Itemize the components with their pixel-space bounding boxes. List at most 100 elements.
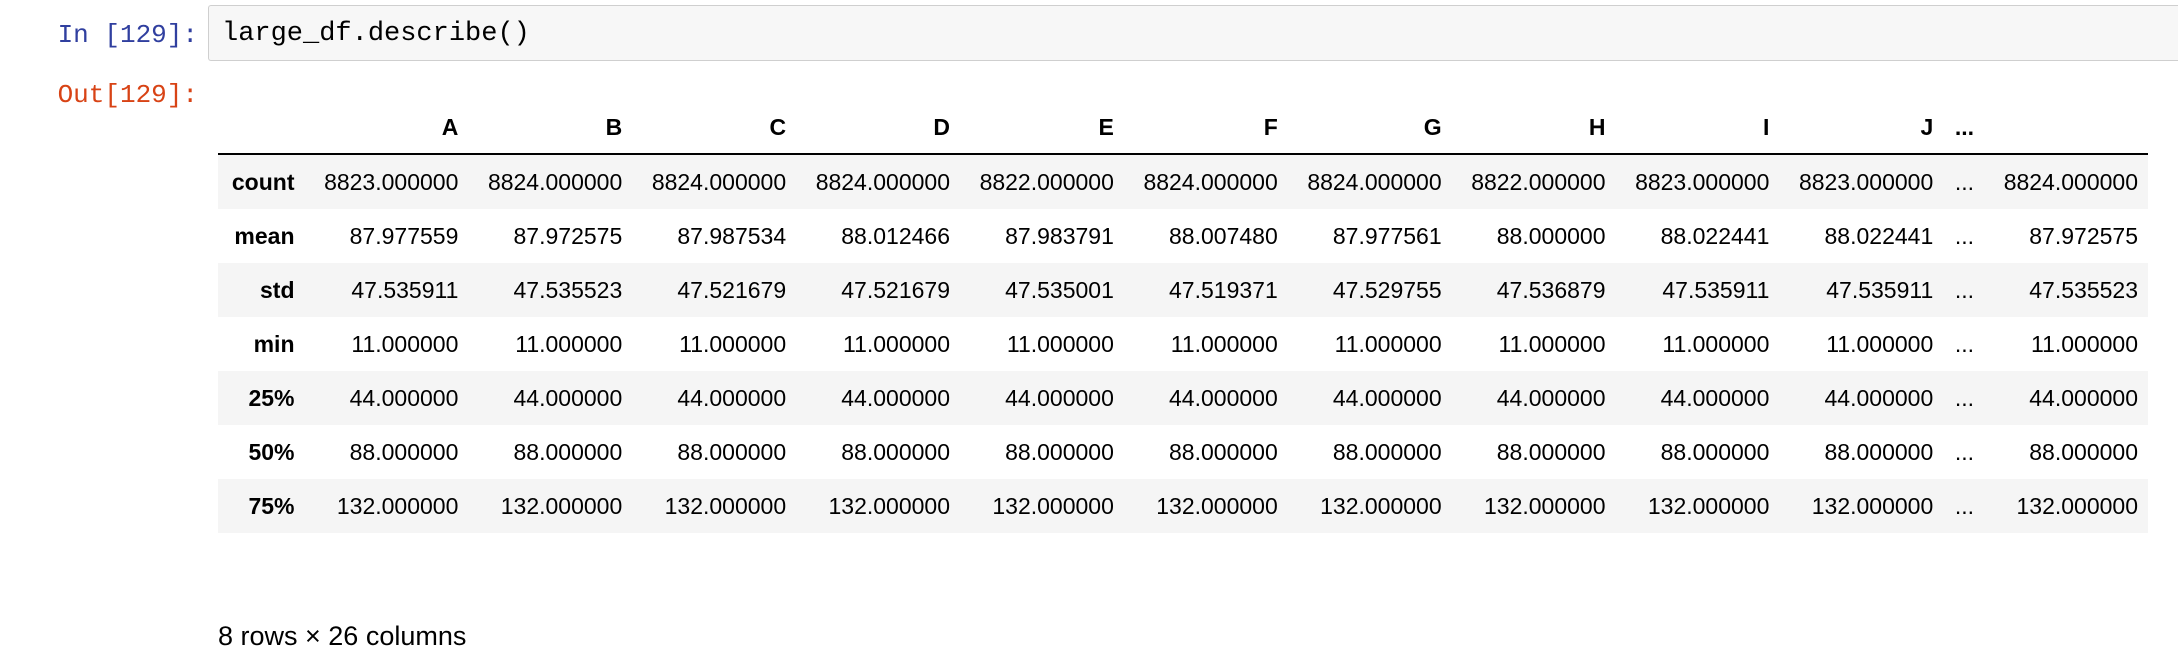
table-cell: 88.000000 [349, 438, 459, 465]
table-cell: 165.000000 [1779, 533, 1943, 540]
table-cell: 47.535523 [2029, 276, 2138, 303]
table-cell: 47.521679 [841, 276, 950, 303]
table-cell: 8824.000000 [487, 168, 623, 195]
table-cell: 47.535911 [1826, 276, 1934, 303]
table-cell: 87.972575 [513, 222, 623, 249]
table-cell: 11.000000 [515, 330, 623, 357]
table-cell: 165.000000 [305, 533, 469, 540]
table-cell: 87.987534 [677, 222, 787, 249]
table-cell: 132.000000 [992, 492, 1114, 519]
row-label: 50% [248, 438, 295, 465]
table-cell: 8824.000000 [815, 168, 950, 195]
table-cell: 88.000000 [1496, 222, 1606, 249]
table-cell: 132.000000 [828, 492, 950, 519]
column-header: I [1762, 114, 1770, 140]
table-cell: 11.000000 [842, 330, 950, 357]
ellipsis-cell: ... [1954, 384, 1974, 411]
table-cell: 88.000000 [513, 438, 623, 465]
table-cell: 11.000000 [2030, 330, 2138, 357]
table-cell: 11.000000 [679, 330, 787, 357]
table-cell: 8824.000000 [1143, 168, 1278, 195]
table-cell: 8823.000000 [324, 168, 459, 195]
table-cell: 87.977559 [349, 222, 459, 249]
table-cell: 8823.000000 [1798, 168, 1934, 195]
column-header: G [1423, 114, 1442, 140]
table-cell: 165.000000 [1288, 533, 1452, 540]
ellipsis-cell: ... [1954, 492, 1974, 519]
table-cell: 88.022441 [1660, 222, 1770, 249]
table-cell: 88.007480 [1169, 222, 1278, 249]
table-cell: 165.000000 [1124, 533, 1288, 540]
output-prompt: Out[129]: [57, 80, 198, 110]
row-label: 25% [248, 384, 295, 411]
table-cell: 44.000000 [677, 384, 787, 411]
table-cell: 44.000000 [1169, 384, 1278, 411]
column-header: B [605, 114, 623, 140]
table-cell: 44.000000 [349, 384, 459, 411]
table-cell: 11.000000 [1006, 330, 1114, 357]
ellipsis-cell: ... [1954, 330, 1974, 357]
ellipsis-cell: ... [1954, 438, 1974, 465]
table-cell: 47.535911 [1662, 276, 1770, 303]
row-label: mean [234, 222, 295, 249]
table-cell: 44.000000 [841, 384, 950, 411]
table-cell: 132.000000 [1647, 492, 1770, 519]
table-cell: 132.000000 [664, 492, 787, 519]
table-cell: 11.000000 [1826, 330, 1934, 357]
table-cell: 11.000000 [1662, 330, 1770, 357]
ellipsis-column-header: ... [1954, 114, 1974, 140]
row-label: std [260, 276, 295, 303]
header-row: A B C D E F G H I J ... [218, 100, 2148, 154]
table-cell: 88.022441 [1824, 222, 1934, 249]
table-cell: 11.000000 [1334, 330, 1442, 357]
table-cell: 132.000000 [500, 492, 623, 519]
table-row: count 8823.000000 8824.000000 8824.000000 88… [218, 154, 2148, 209]
table-cell: 88.012466 [841, 222, 950, 249]
table-header: A B C D E F G H I J ... [218, 100, 2148, 154]
table-cell: 88.000000 [1169, 438, 1278, 465]
index-header [218, 100, 305, 154]
column-header: D [933, 114, 950, 140]
table-cell: 88.000000 [1660, 438, 1770, 465]
ellipsis-cell: ... [1954, 276, 1974, 303]
ellipsis-cell: ... [1943, 533, 1984, 540]
table-row: mean 87.977559 87.972575 87.987534 88.012466… [218, 209, 2148, 263]
table-cell: 165.000000 [796, 533, 960, 540]
output-area: A B C D E F G H I J ... count 8823.000000… [218, 100, 2148, 540]
table-row: max165.000000165.000000165.000000165.000… [218, 533, 2148, 540]
row-label: min [253, 330, 295, 357]
column-header: J [1920, 114, 1934, 140]
column-header [1984, 100, 2148, 154]
code-text[interactable]: large_df.describe() [222, 19, 530, 49]
table-cell: 44.000000 [513, 384, 623, 411]
table-row: 75% 132.000000 132.000000 132.000000 132.000… [218, 479, 2148, 533]
table-body: count 8823.000000 8824.000000 8824.000000 88… [218, 154, 2148, 540]
table-cell: 165.000000 [1984, 533, 2148, 540]
table-cell: 8822.000000 [979, 168, 1114, 195]
table-cell: 47.521679 [677, 276, 787, 303]
table-row: 50% 88.000000 88.000000 88.000000 88.000000 8… [218, 425, 2148, 479]
table-cell: 8824.000000 [1307, 168, 1442, 195]
input-prompt: In [129]: [57, 20, 198, 50]
dataframe-shape-text: 8 rows × 26 columns [218, 621, 467, 651]
table-cell: 132.000000 [1320, 492, 1442, 519]
table-cell: 87.977561 [1332, 222, 1442, 249]
table-cell: 44.000000 [2029, 384, 2138, 411]
table-row: std 47.535911 47.535523 47.521679 47.521679 4… [218, 263, 2148, 317]
table-cell: 44.000000 [1332, 384, 1442, 411]
table-cell: 132.000000 [336, 492, 459, 519]
table-cell: 165.000000 [468, 533, 632, 540]
code-input-area[interactable]: large_df.describe() [208, 5, 2178, 61]
table-cell: 88.000000 [677, 438, 787, 465]
table-cell: 44.000000 [1660, 384, 1770, 411]
table-cell: 44.000000 [1824, 384, 1934, 411]
table-cell: 8822.000000 [1471, 168, 1606, 195]
table-cell: 11.000000 [351, 330, 459, 357]
row-label: max [218, 533, 305, 540]
table-cell: 47.519371 [1169, 276, 1278, 303]
table-cell: 8824.000000 [651, 168, 787, 195]
table-cell: 47.536879 [1496, 276, 1606, 303]
table-row: 25% 44.000000 44.000000 44.000000 44.000000 4… [218, 371, 2148, 425]
table-cell: 88.000000 [1005, 438, 1114, 465]
table-cell: 132.000000 [1811, 492, 1934, 519]
